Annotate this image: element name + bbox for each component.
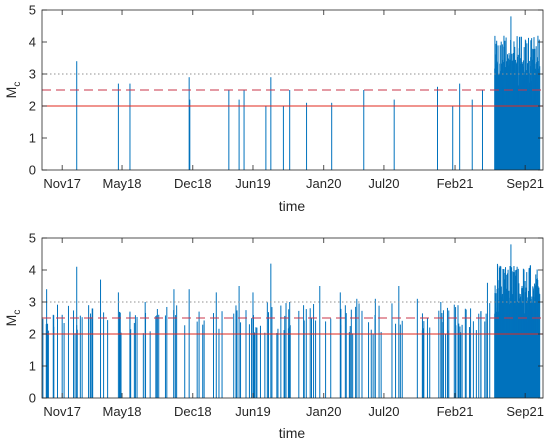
top-x-ticks: Nov17 May18 Dec18 Jun19 Jan20 Jul20 Feb21 Sep21 (43, 10, 544, 191)
bottom-threshold-lines (42, 301, 543, 335)
x-tick-label: Jul20 (368, 404, 399, 419)
y-tick-label: 5 (29, 231, 36, 246)
x-tick-label: May18 (103, 176, 142, 191)
y-tick-label: 3 (29, 67, 36, 82)
burst-base-fill (494, 334, 540, 398)
y-tick-label: 0 (29, 163, 36, 178)
top-x-axis-label: time (279, 198, 306, 214)
y-tick-label: 0 (29, 391, 36, 406)
plot-box (41, 237, 544, 399)
top-threshold-lines (42, 73, 543, 107)
bottom-axes (41, 237, 544, 399)
x-tick-label: Dec18 (174, 176, 212, 191)
y-tick-label: 2 (29, 99, 36, 114)
bottom-y-ticks: 0 1 2 3 4 5 (29, 231, 543, 406)
bottom-dense-burst (494, 244, 541, 398)
top-y-ticks: 0 1 2 3 4 5 (29, 3, 543, 178)
bottom-background-events (42, 302, 491, 398)
top-panel: 0 1 2 3 4 5 Nov17 May18 Dec18 Jun19 Jan20 Jul20 Feb… (3, 3, 544, 215)
bottom-panel: 0 1 2 3 4 5 Nov17 May18 Dec18 Jun19 Jan20 Jul20 Feb… (3, 231, 544, 442)
y-tick-label: 1 (29, 359, 36, 374)
bottom-x-ticks: Nov17 May18 Dec18 Jun19 Jan20 Jul20 Feb21 Sep21 (43, 238, 544, 419)
y-tick-label: 5 (29, 3, 36, 18)
top-axes (41, 9, 544, 171)
bottom-y-axis-label: Mc (3, 310, 23, 327)
x-tick-label: Dec18 (174, 404, 212, 419)
x-tick-label: Jan20 (306, 176, 341, 191)
burst-base-fill (494, 106, 540, 170)
x-tick-label: Jun19 (235, 176, 270, 191)
x-tick-label: Nov17 (43, 404, 81, 419)
y-tick-label: 1 (29, 131, 36, 146)
x-tick-label: May18 (103, 404, 142, 419)
x-tick-label: Nov17 (43, 176, 81, 191)
top-dense-burst (494, 16, 541, 170)
x-tick-label: Jul20 (368, 176, 399, 191)
y-tick-label: 3 (29, 295, 36, 310)
x-tick-label: Jan20 (306, 404, 341, 419)
bottom-x-axis-label: time (279, 425, 306, 441)
top-y-axis-label: Mc (3, 82, 23, 99)
y-tick-label: 4 (29, 263, 36, 278)
y-tick-label: 2 (29, 327, 36, 342)
plot-box (41, 9, 544, 171)
x-tick-label: Sep21 (506, 404, 544, 419)
x-tick-label: Feb21 (437, 404, 474, 419)
x-tick-label: Sep21 (506, 176, 544, 191)
x-tick-label: Jun19 (235, 404, 270, 419)
y-tick-label: 4 (29, 35, 36, 50)
x-tick-label: Feb21 (437, 176, 474, 191)
top-event-stems (76, 61, 483, 170)
